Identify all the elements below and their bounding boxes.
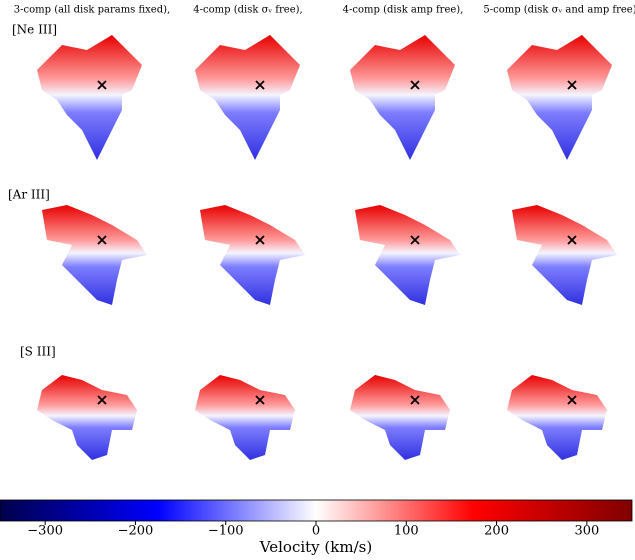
map-region <box>512 205 617 305</box>
map-region <box>195 35 300 160</box>
x-tick-label: −200 <box>118 524 154 539</box>
velocity-map <box>355 205 460 305</box>
row-label: [Ne III] <box>12 23 57 37</box>
velocity-map <box>195 375 295 460</box>
map-region <box>355 205 460 305</box>
velocity-map <box>195 35 300 160</box>
figure: [Ne III] [Ar III] [S III] 3-comp (all di… <box>0 0 635 560</box>
column-title: 4-comp (disk amp free), <box>343 5 464 16</box>
x-tick-label: 0 <box>312 524 320 539</box>
column-title: 4-comp (disk σᵥ free), <box>193 5 302 16</box>
page: {"panels": { "columns": ["3-comp (all di… <box>0 0 635 560</box>
velocity-map <box>42 205 147 305</box>
velocity-map <box>507 35 612 160</box>
map-region <box>200 205 305 305</box>
map-region <box>350 35 455 160</box>
column-title: 3-comp (all disk params fixed), <box>14 5 170 16</box>
x-tick-label: 200 <box>484 524 509 539</box>
row-label: [S III] <box>20 345 56 359</box>
colorbar <box>0 500 632 521</box>
x-tick-label: −300 <box>27 524 63 539</box>
row-label: [Ar III] <box>8 188 50 202</box>
map-region <box>350 375 450 460</box>
column-title: 5-comp (disk σᵥ and amp free) <box>483 5 635 16</box>
x-tick-label: 300 <box>574 524 599 539</box>
velocity-map <box>507 375 607 460</box>
velocity-map <box>200 205 305 305</box>
map-region <box>37 35 142 160</box>
map-region <box>42 205 147 305</box>
map-region <box>507 375 607 460</box>
x-tick-label: 100 <box>394 524 419 539</box>
velocity-map <box>37 35 142 160</box>
map-region <box>37 375 137 460</box>
map-region <box>507 35 612 160</box>
velocity-map <box>350 375 450 460</box>
map-region <box>195 375 295 460</box>
colorbar-label: Velocity (km/s) <box>259 538 372 556</box>
x-tick-label: −100 <box>208 524 244 539</box>
velocity-map <box>512 205 617 305</box>
velocity-map <box>37 375 137 460</box>
velocity-map <box>350 35 455 160</box>
